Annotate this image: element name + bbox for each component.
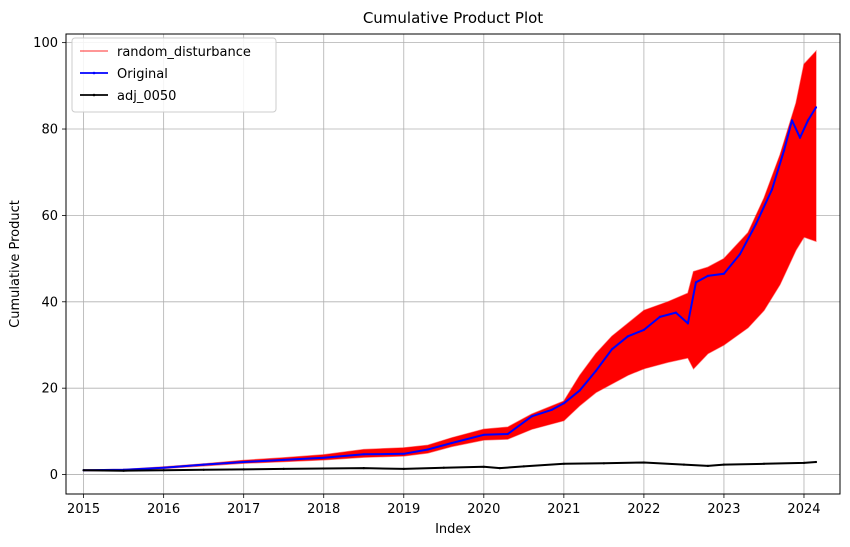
series-original-point [814, 106, 818, 109]
series-original-point [450, 441, 453, 445]
y-tick-label: 100 [33, 36, 58, 51]
series-adj-0050-point [242, 468, 245, 471]
legend-marker-adj-0050 [92, 93, 96, 97]
y-tick-label: 40 [41, 295, 58, 310]
y-tick-label: 0 [50, 468, 58, 483]
series-adj-0050-point [322, 467, 325, 470]
series-original-point [686, 322, 690, 325]
series-adj-0050-point [282, 467, 285, 470]
gridlines [66, 34, 840, 494]
x-tick-label: 2024 [787, 502, 820, 517]
series-layer [82, 49, 818, 472]
series-adj-0050-point [362, 467, 365, 470]
series-adj-0050-point [642, 461, 646, 464]
series-original-point [790, 119, 794, 122]
series-original-point [282, 458, 285, 461]
series-original-point [806, 119, 810, 122]
x-tick-label: 2018 [307, 502, 340, 517]
series-adj-0050-point [202, 468, 205, 471]
series-original-point [482, 433, 485, 436]
series-adj-0050-point [602, 462, 606, 465]
series-original-point [610, 348, 614, 351]
series-adj-0050-point [82, 469, 85, 472]
y-tick-label: 80 [41, 123, 58, 138]
series-adj-0050-point [442, 466, 445, 469]
series-original-point [322, 456, 325, 459]
series-original-point [426, 448, 429, 451]
legend: random_disturbance Original adj_0050 [71, 37, 277, 113]
series-original-point [242, 460, 245, 464]
series-original-point [562, 402, 566, 405]
series-original-point [674, 311, 678, 314]
x-tick-label: 2016 [147, 502, 180, 517]
x-axis-ticks: 2015 2016 2017 2018 2019 2020 2021 2022 2023 2024 [67, 494, 821, 517]
series-original-point [658, 315, 662, 318]
series-adj-0050-point [682, 463, 686, 466]
series-original-point [162, 466, 165, 469]
series-original-point [550, 408, 554, 411]
x-axis-label: Index [435, 522, 471, 537]
series-original-point [770, 188, 774, 191]
y-tick-label: 20 [41, 382, 58, 397]
series-adj-0050-point [522, 465, 525, 468]
series-original-point [626, 335, 630, 338]
series-adj-0050-point [562, 462, 566, 465]
x-tick-label: 2021 [547, 502, 580, 517]
series-adj-0050-point [762, 462, 766, 465]
series-original-point [402, 452, 405, 455]
series-adj-0050-point [814, 460, 818, 464]
series-original-point [798, 136, 802, 139]
legend-label-random-disturbance: random_disturbance [117, 45, 251, 60]
series-original-point [202, 463, 205, 466]
x-tick-label: 2022 [627, 502, 660, 517]
y-tick-label: 60 [41, 209, 58, 224]
series-original-point [722, 272, 726, 275]
series-adj-0050-point [706, 464, 710, 467]
plot-frame [65, 33, 841, 495]
series-original-point [530, 415, 533, 418]
series-adj-0050-point [162, 469, 165, 472]
series-adj-0050-point [482, 465, 485, 468]
series-adj-0050-point [402, 467, 405, 470]
y-axis-label: Cumulative Product [8, 200, 23, 328]
series-original-point [754, 222, 758, 226]
series-original-point [782, 149, 786, 152]
y-axis-ticks: 0 20 40 60 80 100 [33, 36, 66, 483]
x-tick-label: 2019 [387, 502, 420, 517]
series-original-point [506, 432, 509, 436]
legend-label-original: Original [117, 67, 168, 82]
legend-box [71, 37, 277, 113]
legend-marker-original [92, 71, 96, 75]
x-tick-label: 2015 [67, 502, 100, 517]
series-adj-0050-point [498, 467, 501, 470]
series-adj-0050-point [802, 461, 806, 464]
series-original-point [594, 369, 598, 372]
series-adj-0050-point [722, 463, 726, 466]
series-original-point [706, 274, 710, 277]
series-original-point [738, 253, 742, 256]
series-original-point [642, 328, 646, 331]
x-tick-label: 2023 [707, 502, 740, 517]
x-tick-label: 2020 [467, 502, 500, 517]
x-tick-label: 2017 [227, 502, 260, 517]
legend-label-adj-0050: adj_0050 [117, 89, 176, 104]
series-original-point [578, 389, 582, 392]
series-original-point [362, 453, 365, 456]
series-adj-0050-point [122, 469, 125, 472]
series-adj-0050-line [83, 461, 817, 472]
series-random-disturbance-band [82, 49, 817, 472]
chart-title: Cumulative Product Plot [363, 9, 543, 27]
series-original-point [694, 281, 698, 284]
